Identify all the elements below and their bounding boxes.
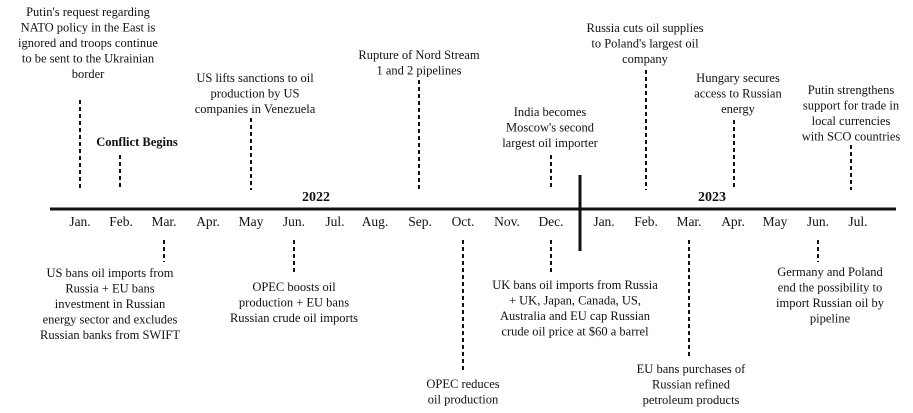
event-text: OPEC boosts oil production + EU bans Russi…	[230, 280, 358, 325]
month-label: May	[239, 214, 264, 229]
month-label: Jan.	[593, 214, 614, 229]
event-text: India becomes Moscow's second largest oil …	[502, 105, 598, 150]
event-line: US bans oil imports from	[46, 266, 173, 280]
month-label: Oct.	[452, 214, 475, 229]
month-label: May	[763, 214, 788, 229]
event-line: Putin's request regarding	[26, 5, 151, 19]
event-line: petroleum products	[643, 393, 740, 407]
event-line: ignored and troops continue	[18, 36, 158, 50]
event-line: oil production	[428, 393, 499, 407]
event-line: Australia and EU cap Russian	[500, 309, 651, 323]
event-text: US bans oil imports from Russia + EU bans…	[40, 266, 180, 342]
event-text: UK bans oil imports from Russia + UK, Jap…	[492, 278, 658, 339]
event-text: EU bans purchases of Russian refined petro…	[637, 362, 746, 407]
event-text: Russia cuts oil supplies to Poland's larg…	[586, 21, 703, 66]
event-line: investment in Russian	[55, 297, 166, 311]
event-line: local currencies	[812, 114, 891, 128]
event-line: to Poland's largest oil	[591, 37, 699, 51]
event-line: company	[622, 52, 669, 66]
event-line: Moscow's second	[506, 121, 595, 135]
event-line: largest oil importer	[502, 136, 598, 150]
event-line: access to Russian	[694, 87, 782, 101]
month-label: Jun.	[283, 214, 305, 229]
event-line: pipeline	[810, 312, 851, 326]
event-text: Rupture of Nord Stream 1 and 2 pipelines	[358, 48, 479, 78]
month-label: Mar.	[151, 214, 176, 229]
event-line: companies in Venezuela	[195, 102, 316, 116]
year-label: 2023	[698, 190, 726, 205]
event-line: Russia cuts oil supplies	[586, 21, 703, 35]
event-line: Russia + EU bans	[65, 282, 154, 296]
month-label: Mar.	[676, 214, 701, 229]
event-line: Hungary secures	[696, 71, 780, 85]
event-text: OPEC reduces oil production	[426, 377, 499, 407]
event-line: Germany and Poland	[777, 265, 883, 279]
event-text: Putin strengthens support for trade in loc…	[802, 83, 901, 144]
month-label: Aug.	[362, 214, 389, 229]
year-label: 2022	[302, 190, 330, 205]
event-line: import Russian oil by	[776, 296, 885, 310]
event-line: Russian crude oil imports	[230, 311, 358, 325]
month-label: Sep.	[408, 214, 432, 229]
event-text: Putin's request regarding NATO policy in …	[18, 5, 158, 81]
event-text: US lifts sanctions to oil production by U…	[195, 71, 316, 116]
event-line: 1 and 2 pipelines	[376, 64, 461, 78]
month-label: Apr.	[196, 214, 220, 229]
event-line: with SCO countries	[802, 130, 901, 144]
month-label: Feb.	[634, 214, 658, 229]
event-line: EU bans purchases of	[637, 362, 746, 376]
event-line: NATO policy in the East is	[21, 21, 156, 35]
event-line: support for trade in	[803, 99, 900, 113]
event-line: US lifts sanctions to oil	[196, 71, 314, 85]
event-line: to be sent to the Ukrainian	[22, 52, 155, 66]
event-line: OPEC boosts oil	[252, 280, 336, 294]
event-line: Russian refined	[652, 378, 731, 392]
event-line: production + EU bans	[239, 296, 349, 310]
event-line: end the possibility to	[778, 281, 883, 295]
month-label: Jul.	[325, 214, 344, 229]
month-label: Jan.	[69, 214, 90, 229]
event-text: Hungary secures access to Russian energy	[694, 71, 782, 116]
event-line: border	[72, 67, 105, 81]
event-line: production by US	[211, 87, 300, 101]
event-line: Putin strengthens	[808, 83, 895, 97]
month-label: Dec.	[538, 214, 563, 229]
event-line: energy	[721, 102, 756, 116]
event-line: OPEC reduces	[426, 377, 499, 391]
event-text: Germany and Poland end the possibility to…	[776, 265, 885, 326]
month-label: Apr.	[721, 214, 745, 229]
month-label: Feb.	[109, 214, 133, 229]
event-line: energy sector and excludes	[43, 313, 178, 327]
event-line: UK bans oil imports from Russia	[492, 278, 658, 292]
month-label: Jun.	[807, 214, 829, 229]
event-line: Rupture of Nord Stream	[358, 48, 479, 62]
event-line: India becomes	[514, 105, 587, 119]
month-label: Jul.	[848, 214, 867, 229]
event-text: Conflict Begins	[96, 135, 178, 149]
month-label: Nov.	[494, 214, 520, 229]
event-line: Conflict Begins	[96, 135, 178, 149]
event-line: Russian banks from SWIFT	[40, 328, 180, 342]
event-line: crude oil price at $60 a barrel	[501, 325, 649, 339]
event-line: + UK, Japan, Canada, US,	[509, 294, 641, 308]
